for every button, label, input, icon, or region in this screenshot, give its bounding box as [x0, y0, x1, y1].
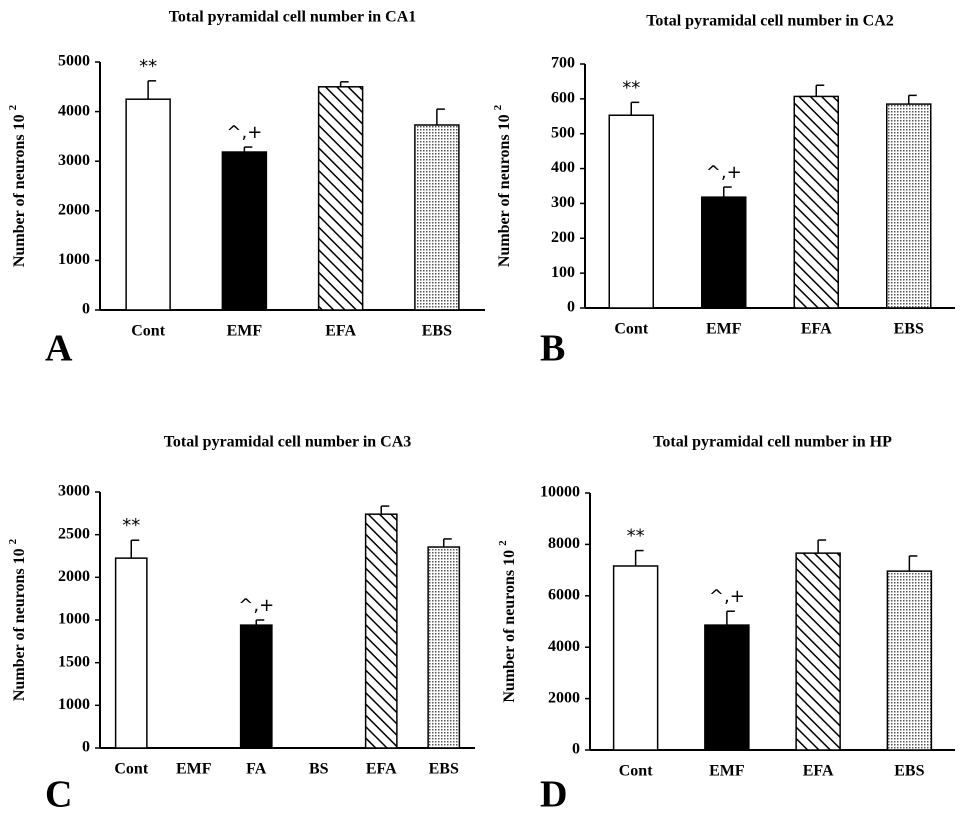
y-tick-label: 2500: [58, 525, 90, 542]
x-tick-label: EMF: [176, 761, 212, 778]
y-tick-label: 2000: [548, 689, 580, 706]
y-tick-label: 1000: [58, 696, 90, 713]
x-tick-label: Cont: [131, 323, 165, 340]
bar: [414, 124, 460, 311]
y-tick-label: 1000: [58, 611, 90, 628]
bar: [317, 86, 364, 311]
y-tick-label: 5000: [58, 53, 90, 70]
annotation: ^,+: [226, 122, 262, 143]
bar: [364, 513, 398, 749]
bar: [704, 624, 750, 751]
y-tick-label: 0: [572, 741, 580, 758]
x-tick-label: EFA: [325, 323, 356, 340]
y-tick-label: 4000: [58, 102, 90, 119]
x-tick-label: EMF: [227, 323, 263, 340]
panel-label: C: [45, 774, 72, 814]
y-axis-label-text: Number of neurons 10: [496, 114, 513, 267]
bar: [125, 98, 171, 311]
annotation: ^,+: [709, 586, 745, 607]
x-tick-label: EFA: [803, 763, 834, 780]
bar: [612, 565, 659, 751]
y-tick-label: 700: [551, 55, 575, 72]
chart-title: Total pyramidal cell number in CA1: [169, 9, 417, 26]
chart-title: Total pyramidal cell number in HP: [653, 434, 892, 451]
panel-label: D: [540, 774, 567, 814]
y-axis-label: Number of neurons 10 2: [492, 104, 513, 267]
x-tick-label: Cont: [114, 761, 148, 778]
y-axis-label: Number of neurons 10 2: [497, 540, 518, 703]
y-tick-label: 10000: [540, 484, 580, 501]
x-tick-label: Cont: [619, 763, 653, 780]
bar: [793, 95, 839, 309]
y-tick-label: 3000: [58, 483, 90, 500]
y-tick-label: 600: [551, 90, 575, 107]
chart-title: Total pyramidal cell number in CA2: [646, 13, 894, 30]
annotation: ^,+: [706, 162, 742, 183]
y-tick-label: 0: [567, 299, 575, 316]
annotation: **: [122, 515, 140, 536]
bar: [886, 103, 932, 309]
x-tick-label: FA: [246, 761, 267, 778]
x-tick-label: EFA: [366, 761, 397, 778]
x-tick-label: EFA: [801, 321, 832, 338]
bar: [114, 557, 148, 749]
chart-title: Total pyramidal cell number in CA3: [164, 434, 412, 451]
bar: [239, 624, 273, 749]
bar: [608, 114, 654, 309]
y-tick-label: 2000: [58, 568, 90, 585]
y-axis-label-exponent: 2: [7, 538, 19, 544]
y-axis-label-exponent: 2: [497, 540, 509, 546]
y-tick-label: 3000: [58, 152, 90, 169]
y-tick-label: 2000: [58, 201, 90, 218]
y-tick-label: 400: [551, 159, 575, 176]
y-tick-label: 4000: [548, 638, 580, 655]
y-axis-label-exponent: 2: [492, 104, 504, 110]
x-tick-label: EMF: [709, 763, 745, 780]
y-axis-label-text: Number of neurons 10: [11, 114, 28, 267]
bar: [427, 546, 461, 749]
y-tick-label: 500: [551, 124, 575, 141]
x-tick-label: EBS: [894, 321, 924, 338]
y-axis-label-exponent: 2: [7, 104, 19, 110]
y-axis-label: Number of neurons 10 2: [7, 104, 28, 267]
panel-label: B: [540, 328, 565, 370]
x-tick-label: BS: [309, 761, 329, 778]
x-tick-label: EBS: [422, 323, 452, 340]
annotation: **: [627, 526, 645, 547]
panel-label: A: [45, 328, 73, 370]
annotation: **: [622, 77, 640, 98]
annotation: ^,+: [238, 595, 274, 616]
y-tick-label: 1000: [58, 251, 90, 268]
bar: [795, 552, 841, 751]
y-tick-label: 0: [82, 739, 90, 756]
x-tick-label: EBS: [429, 761, 459, 778]
y-axis-label: Number of neurons 10 2: [7, 538, 28, 701]
x-tick-label: EMF: [706, 321, 742, 338]
bar: [886, 570, 933, 751]
y-tick-label: 1500: [58, 653, 90, 670]
y-tick-label: 8000: [548, 535, 580, 552]
x-tick-label: EBS: [894, 763, 924, 780]
y-tick-label: 6000: [548, 586, 580, 603]
bar: [701, 196, 747, 309]
y-tick-label: 100: [551, 264, 575, 281]
y-tick-label: 200: [551, 229, 575, 246]
bar: [221, 151, 268, 311]
y-tick-label: 300: [551, 194, 575, 211]
y-tick-label: 0: [82, 301, 90, 318]
x-tick-label: Cont: [614, 321, 648, 338]
y-axis-label-text: Number of neurons 10: [11, 548, 28, 701]
y-axis-label-text: Number of neurons 10: [501, 550, 518, 703]
annotation: **: [139, 56, 157, 77]
